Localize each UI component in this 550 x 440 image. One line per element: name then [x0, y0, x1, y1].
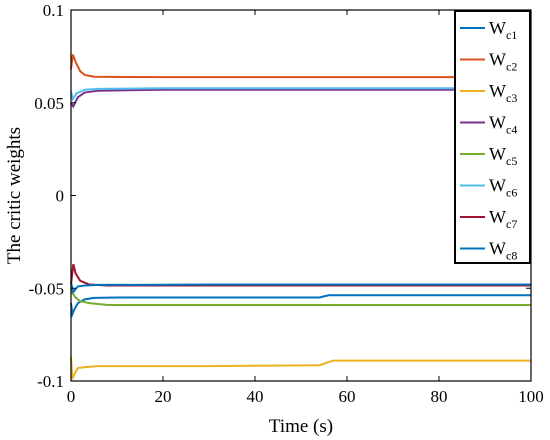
series-line-c8: [70, 282, 531, 295]
y-tick-label: 0: [56, 187, 65, 206]
legend: Wc1 Wc2 Wc3 Wc4 Wc5 Wc6 Wc7 Wc8: [454, 10, 531, 264]
legend-label-c1: Wc1: [489, 18, 517, 42]
x-tick-label: 60: [339, 387, 356, 406]
legend-label-c8: Wc8: [489, 239, 517, 263]
legend-label-c7: Wc7: [489, 207, 517, 231]
x-axis-label: Time (s): [269, 416, 333, 437]
series-line-c1: [70, 294, 531, 319]
y-tick-label: -0.1: [37, 372, 64, 391]
series-line-c7: [70, 263, 531, 287]
legend-label-c6: Wc6: [489, 176, 517, 200]
legend-label-c4: Wc4: [489, 113, 517, 137]
series-line-c4: [70, 88, 531, 109]
x-tick-label: 100: [518, 387, 544, 406]
axis-ticks: 0 20 40 60 80 100 -0.1 -0.05 0 0.05 0.1: [29, 1, 544, 406]
x-tick-label: 80: [431, 387, 448, 406]
legend-box: [454, 10, 531, 264]
x-tick-label: 0: [67, 387, 76, 406]
legend-label-c2: Wc2: [489, 50, 517, 74]
x-tick-label: 40: [247, 387, 264, 406]
series-line-c6: [70, 87, 531, 102]
series-line-c2: [70, 54, 531, 79]
legend-label-c5: Wc5: [489, 144, 517, 168]
y-tick-label: 0.05: [34, 94, 64, 113]
legend-label-c3: Wc3: [489, 81, 517, 105]
y-tick-label: 0.1: [43, 1, 64, 20]
y-tick-label: -0.05: [29, 279, 64, 298]
plot-lines: [70, 54, 531, 380]
x-tick-label: 20: [155, 387, 172, 406]
y-axis-label: The critic weights: [4, 127, 25, 264]
series-line-c3: [70, 356, 531, 380]
